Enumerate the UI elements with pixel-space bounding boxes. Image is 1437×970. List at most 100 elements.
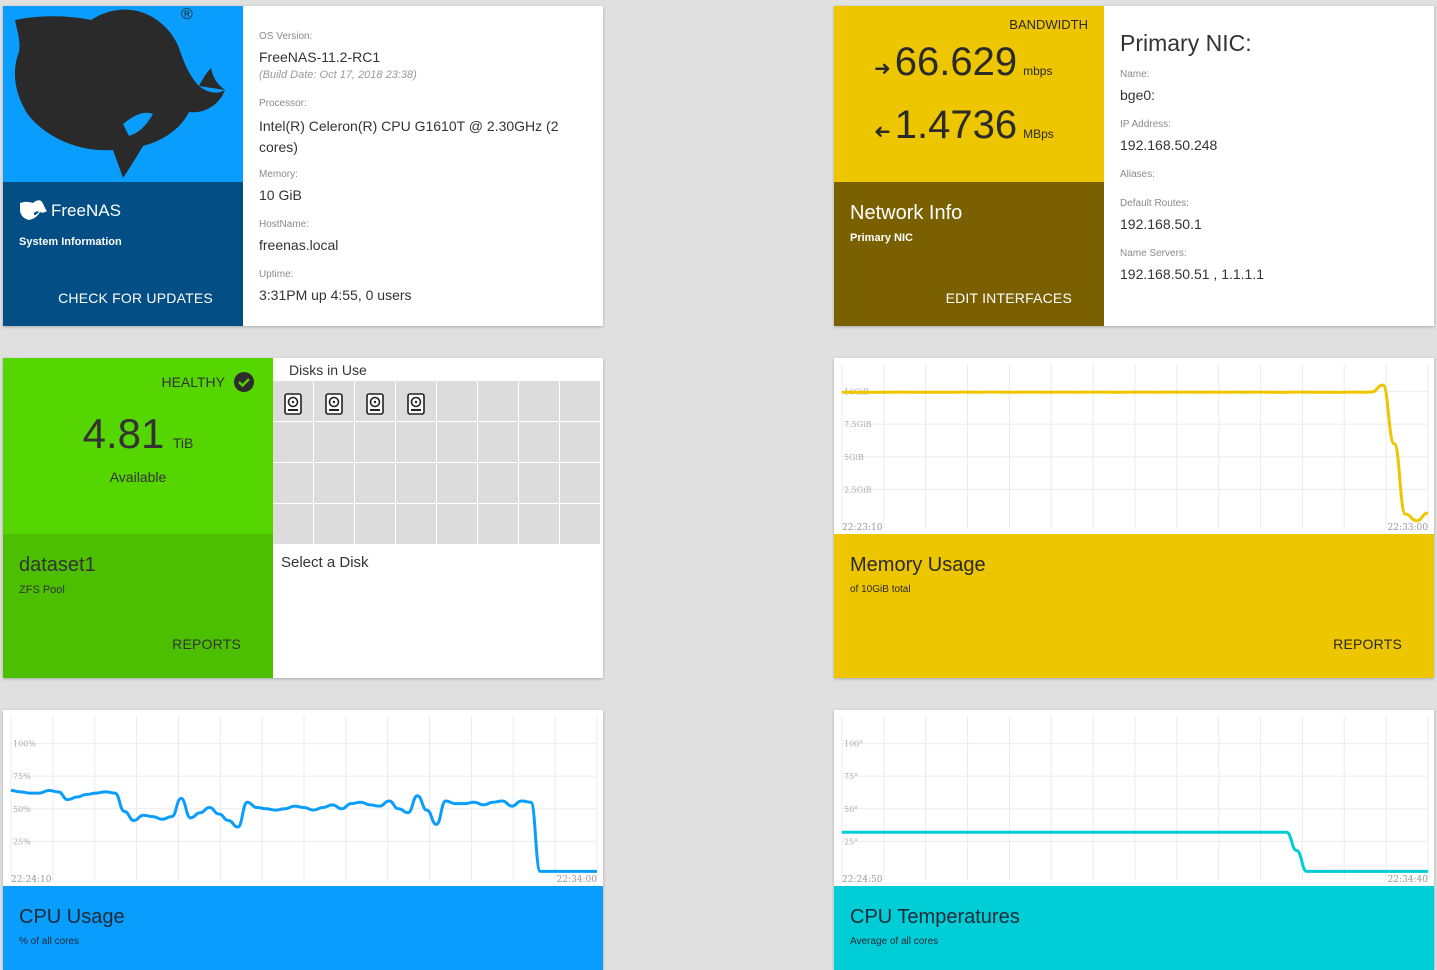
temps-title: CPU Temperatures bbox=[850, 906, 1020, 928]
disk-slot[interactable] bbox=[519, 422, 559, 462]
uptime-value: 3:31PM up 4:55, 0 users bbox=[259, 287, 412, 303]
pool-footer: dataset1 ZFS Pool REPORTS bbox=[3, 534, 273, 678]
y-tick-label: 50° bbox=[844, 805, 858, 814]
x-tick-label: 22:23:10 bbox=[842, 523, 883, 533]
disk-slot[interactable] bbox=[560, 381, 600, 421]
system-info-card: ® FreeNAS System Information CHECK FOR U… bbox=[3, 6, 603, 326]
disk-slot[interactable] bbox=[273, 504, 313, 544]
disk-slot[interactable] bbox=[437, 422, 477, 462]
pool-name: dataset1 bbox=[19, 554, 96, 576]
cpu-title: CPU Usage bbox=[19, 906, 125, 928]
edit-interfaces-button[interactable]: EDIT INTERFACES bbox=[945, 290, 1072, 306]
disk-slot[interactable] bbox=[560, 463, 600, 503]
cpu-chart: 100% 75% 50% 25% 22:24:10 22:34:00 bbox=[3, 710, 603, 886]
memory-value: 10 GiB bbox=[259, 187, 302, 203]
aliases-label: Aliases: bbox=[1120, 169, 1156, 180]
x-tick-label: 22:33:00 bbox=[1388, 523, 1429, 533]
memory-card: 10GiB 7.5GiB 5GiB 2.5GiB 22:23:10 22:33:00 Me… bbox=[834, 358, 1434, 678]
ip-address-value: 192.168.50.248 bbox=[1120, 137, 1218, 153]
bandwidth-panel: BANDWIDTH ➜ 66.629 mbps ➜ 1.4736 MBps bbox=[834, 6, 1104, 182]
cpu-subtitle: % of all cores bbox=[19, 936, 80, 947]
hostname-label: HostName: bbox=[259, 219, 310, 230]
x-tick-label: 22:34:00 bbox=[557, 875, 598, 885]
disk-slot[interactable] bbox=[273, 463, 313, 503]
disk-slot[interactable] bbox=[396, 381, 436, 421]
disk-slot[interactable] bbox=[355, 422, 395, 462]
disk-slot[interactable] bbox=[437, 463, 477, 503]
disk-slot[interactable] bbox=[519, 504, 559, 544]
memory-footer: Memory Usage of 10GiB total REPORTS bbox=[834, 534, 1434, 678]
ip-address-label: IP Address: bbox=[1120, 119, 1171, 130]
network-info-footer: Network Info Primary NIC EDIT INTERFACES bbox=[834, 182, 1104, 326]
pool-reports-button[interactable]: REPORTS bbox=[172, 636, 241, 652]
nic-name-label: Name: bbox=[1120, 69, 1150, 80]
pool-capacity-panel: HEALTHY 4.81 TiB Available bbox=[3, 358, 273, 534]
disk-grid bbox=[273, 381, 603, 546]
hard-drive-icon bbox=[407, 393, 425, 415]
disk-slot[interactable] bbox=[314, 504, 354, 544]
disk-slot[interactable] bbox=[478, 422, 518, 462]
uptime-label: Uptime: bbox=[259, 269, 294, 280]
y-tick-label: 100% bbox=[13, 740, 36, 749]
temps-footer: CPU Temperatures Average of all cores bbox=[834, 886, 1434, 970]
default-routes-label: Default Routes: bbox=[1120, 198, 1189, 209]
brand-name: FreeNAS bbox=[51, 201, 121, 220]
disk-slot[interactable] bbox=[314, 422, 354, 462]
disk-slot[interactable] bbox=[396, 463, 436, 503]
bandwidth-in: ➜ 66.629 mbps bbox=[874, 40, 1052, 85]
disk-slot[interactable] bbox=[519, 381, 559, 421]
select-disk-hint: Select a Disk bbox=[281, 554, 369, 571]
y-tick-label: 25° bbox=[844, 837, 858, 846]
y-tick-label: 7.5GiB bbox=[844, 420, 872, 429]
disk-slot[interactable] bbox=[314, 463, 354, 503]
nic-name-value: bge0: bbox=[1120, 87, 1156, 103]
x-tick-label: 22:24:50 bbox=[842, 875, 883, 885]
pool-available: 4.81 TiB bbox=[3, 410, 273, 458]
build-date: (Build Date: Oct 17, 2018 23:38) bbox=[259, 69, 417, 81]
bandwidth-out-value: 1.4736 bbox=[894, 103, 1018, 147]
pool-available-unit: TiB bbox=[172, 435, 194, 451]
disks-panel: Disks in Use Select a Disk bbox=[273, 358, 603, 678]
disk-slot[interactable] bbox=[519, 463, 559, 503]
disk-slot[interactable] bbox=[355, 381, 395, 421]
disk-slot[interactable] bbox=[273, 422, 313, 462]
disk-slot[interactable] bbox=[396, 422, 436, 462]
hard-drive-icon bbox=[325, 393, 343, 415]
y-tick-label: 75° bbox=[844, 772, 858, 781]
bandwidth-in-value: 66.629 bbox=[894, 40, 1018, 84]
network-info-subtitle: Primary NIC bbox=[850, 232, 913, 244]
cpu-temps-card: 100° 75° 50° 25° 22:24:50 22:34:40 CPU Temper… bbox=[834, 710, 1434, 970]
series-line bbox=[10, 789, 597, 873]
arrow-right-icon: ➜ bbox=[874, 58, 891, 80]
disk-slot[interactable] bbox=[273, 381, 313, 421]
disk-slot[interactable] bbox=[478, 381, 518, 421]
check-for-updates-button[interactable]: CHECK FOR UPDATES bbox=[58, 290, 213, 306]
arrow-left-icon: ➜ bbox=[874, 121, 891, 143]
series-line bbox=[841, 383, 1429, 523]
bandwidth-out: ➜ 1.4736 MBps bbox=[874, 103, 1054, 148]
disk-slot[interactable] bbox=[396, 504, 436, 544]
network-info-title: Network Info bbox=[850, 202, 963, 224]
system-info-subtitle: System Information bbox=[19, 236, 122, 248]
bandwidth-in-unit: mbps bbox=[1023, 64, 1053, 78]
disk-slot[interactable] bbox=[314, 381, 354, 421]
processor-value: Intel(R) Celeron(R) CPU G1610T @ 2.30GHz… bbox=[259, 118, 559, 155]
system-info-banner: ® bbox=[3, 6, 243, 182]
hard-drive-icon bbox=[366, 393, 384, 415]
hard-drive-icon bbox=[284, 393, 302, 415]
disk-slot[interactable] bbox=[560, 422, 600, 462]
disk-slot[interactable] bbox=[437, 504, 477, 544]
disk-slot[interactable] bbox=[355, 504, 395, 544]
disk-slot[interactable] bbox=[560, 504, 600, 544]
pool-available-label: Available bbox=[109, 469, 167, 485]
disks-title: Disks in Use bbox=[289, 362, 367, 378]
y-tick-label: 25% bbox=[13, 837, 31, 846]
disk-slot[interactable] bbox=[478, 463, 518, 503]
bandwidth-label: BANDWIDTH bbox=[1009, 17, 1088, 32]
disk-slot[interactable] bbox=[437, 381, 477, 421]
check-circle-icon bbox=[234, 372, 254, 392]
disk-slot[interactable] bbox=[478, 504, 518, 544]
memory-reports-button[interactable]: REPORTS bbox=[1333, 636, 1402, 652]
x-tick-label: 22:24:10 bbox=[11, 875, 52, 885]
disk-slot[interactable] bbox=[355, 463, 395, 503]
